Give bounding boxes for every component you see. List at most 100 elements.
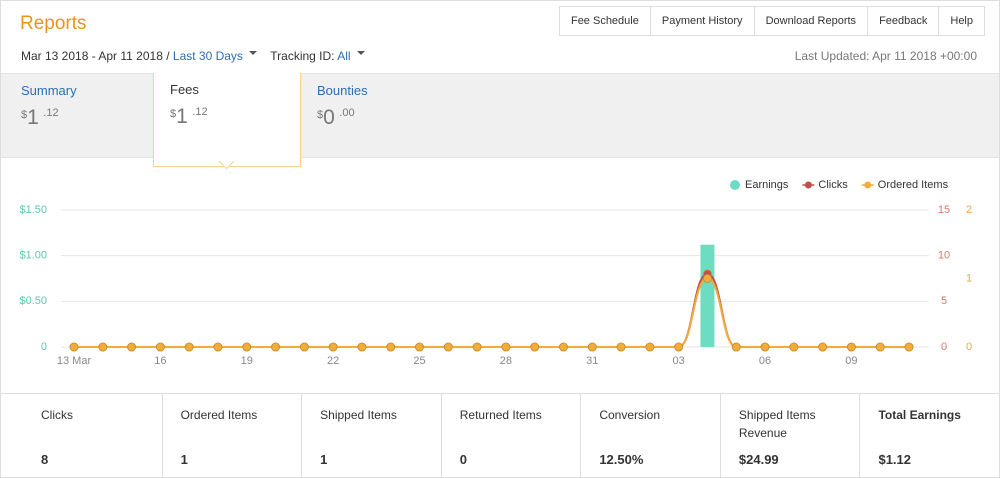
stat-label: Total Earnings	[878, 408, 961, 422]
x-tick-label: 28	[500, 355, 512, 367]
nav-button[interactable]: Download Reports	[753, 7, 868, 35]
tab[interactable]: Bounties $0 .00	[317, 83, 457, 130]
marker	[818, 342, 828, 352]
legend-label: Clicks	[818, 179, 848, 191]
x-tick-label: 19	[241, 355, 253, 367]
caret	[248, 51, 257, 59]
stat: Conversion 12.50%	[580, 394, 720, 478]
nav-button[interactable]: Payment History	[649, 7, 754, 35]
marker	[674, 342, 684, 352]
legend-swatch	[804, 181, 812, 189]
x-tick-label: 22	[327, 355, 339, 367]
stat-value: $1.12	[878, 452, 912, 467]
nav-bar: Fee Schedule Payment History Download Re…	[558, 6, 985, 36]
x-tick-label: 09	[845, 355, 857, 367]
page-title: Reports	[20, 13, 87, 34]
stat: Shipped Items Revenue $24.99	[719, 394, 860, 478]
x-tick-label: 06	[759, 355, 771, 367]
tab-label: Fees	[170, 82, 199, 97]
y-tick-label: 2	[966, 204, 972, 216]
marker	[328, 342, 338, 352]
stat-label: Conversion	[599, 408, 661, 422]
tracking-dropdown[interactable]: All	[337, 49, 351, 63]
stat: Shipped Items 1	[301, 394, 441, 478]
y-tick-label: $1.50	[19, 204, 47, 216]
fraction: .00	[339, 107, 355, 119]
currency: $	[21, 109, 28, 121]
tab-label: Bounties	[317, 83, 368, 98]
marker	[155, 342, 165, 352]
marker	[501, 342, 511, 352]
marker	[98, 342, 108, 352]
y-tick-label: 5	[941, 295, 947, 307]
y-tick-label: 0	[941, 341, 947, 353]
marker	[213, 342, 223, 352]
marker	[386, 342, 396, 352]
y-tick-label: 0	[966, 341, 972, 353]
x-tick-label: 16	[154, 355, 166, 367]
tab[interactable]: Summary $1 .12	[21, 83, 161, 130]
marker	[731, 342, 741, 352]
marker	[789, 342, 799, 352]
marker	[271, 342, 280, 352]
marker	[69, 342, 79, 352]
x-tick-label: 03	[673, 355, 685, 367]
stat-label: Returned Items	[459, 408, 542, 422]
tabs: Summary $1 .12 Fees $1 .12 Bounties $0 .…	[1, 73, 999, 167]
x-tick-label: 25	[413, 355, 425, 367]
x-tick-label: 31	[586, 355, 598, 367]
line	[73, 277, 909, 348]
legend-swatch	[730, 180, 740, 190]
stat-label: Ordered Items	[180, 408, 258, 422]
stat: Returned Items 0	[440, 394, 581, 478]
marker	[847, 342, 856, 352]
y-tick-label: 0	[41, 341, 47, 353]
tab-label: Summary	[21, 83, 77, 98]
stats-row: Clicks 8 Ordered Items 1 Shipped Items 1 Retur…	[1, 393, 999, 478]
marker	[472, 342, 482, 352]
stat-value: 1	[320, 452, 328, 467]
marker	[587, 342, 597, 352]
amount: 1	[27, 106, 39, 129]
date-range: Mar 13 2018 - Apr 11 2018 /	[21, 49, 170, 63]
tracking-label: Tracking ID:	[270, 49, 335, 63]
fraction: .12	[192, 106, 208, 118]
marker	[357, 342, 367, 352]
stat: Total Earnings $1.12	[859, 394, 999, 478]
marker	[299, 342, 309, 352]
nav-button[interactable]: Feedback	[867, 7, 938, 35]
chart: 0 $0.50 $1.00 $1.50 0 5 10 15 0 1 2 13 Mar 16 19 22 25 2…	[19, 179, 972, 367]
stat: Ordered Items 1	[161, 394, 302, 478]
bar	[700, 244, 715, 347]
marker	[760, 342, 770, 352]
marker	[184, 342, 194, 352]
nav-button[interactable]: Help	[938, 7, 984, 35]
stat-value: 12.50%	[599, 452, 644, 467]
marker	[242, 342, 252, 352]
marker	[703, 274, 712, 283]
legend-label: Earnings	[745, 179, 789, 191]
amount: 1	[176, 105, 188, 128]
caret	[356, 51, 365, 59]
stat-label: Shipped Items Revenue	[738, 408, 816, 440]
marker	[443, 342, 453, 352]
marker	[127, 342, 136, 352]
amount: 0	[323, 106, 335, 129]
currency: $	[170, 108, 177, 120]
stat: Clicks 8	[1, 394, 162, 478]
tab-selected[interactable]: Fees $1 .12	[153, 73, 301, 167]
marker	[875, 342, 885, 352]
marker	[645, 342, 655, 352]
marker	[530, 342, 540, 352]
filters: Mar 13 2018 - Apr 11 2018 / Last 30 Days…	[21, 49, 365, 63]
legend-label: Ordered Items	[878, 179, 949, 191]
fraction: .12	[43, 107, 59, 119]
period-dropdown[interactable]: Last 30 Days	[172, 49, 243, 63]
marker	[415, 342, 424, 352]
stat-label: Shipped Items	[320, 408, 397, 422]
last-updated: Last Updated: Apr 11 2018 +00:00	[794, 49, 977, 63]
y-tick-label: 15	[938, 204, 950, 216]
y-tick-label: $1.00	[19, 250, 47, 262]
nav-button[interactable]: Fee Schedule	[570, 15, 639, 27]
line	[73, 272, 909, 348]
